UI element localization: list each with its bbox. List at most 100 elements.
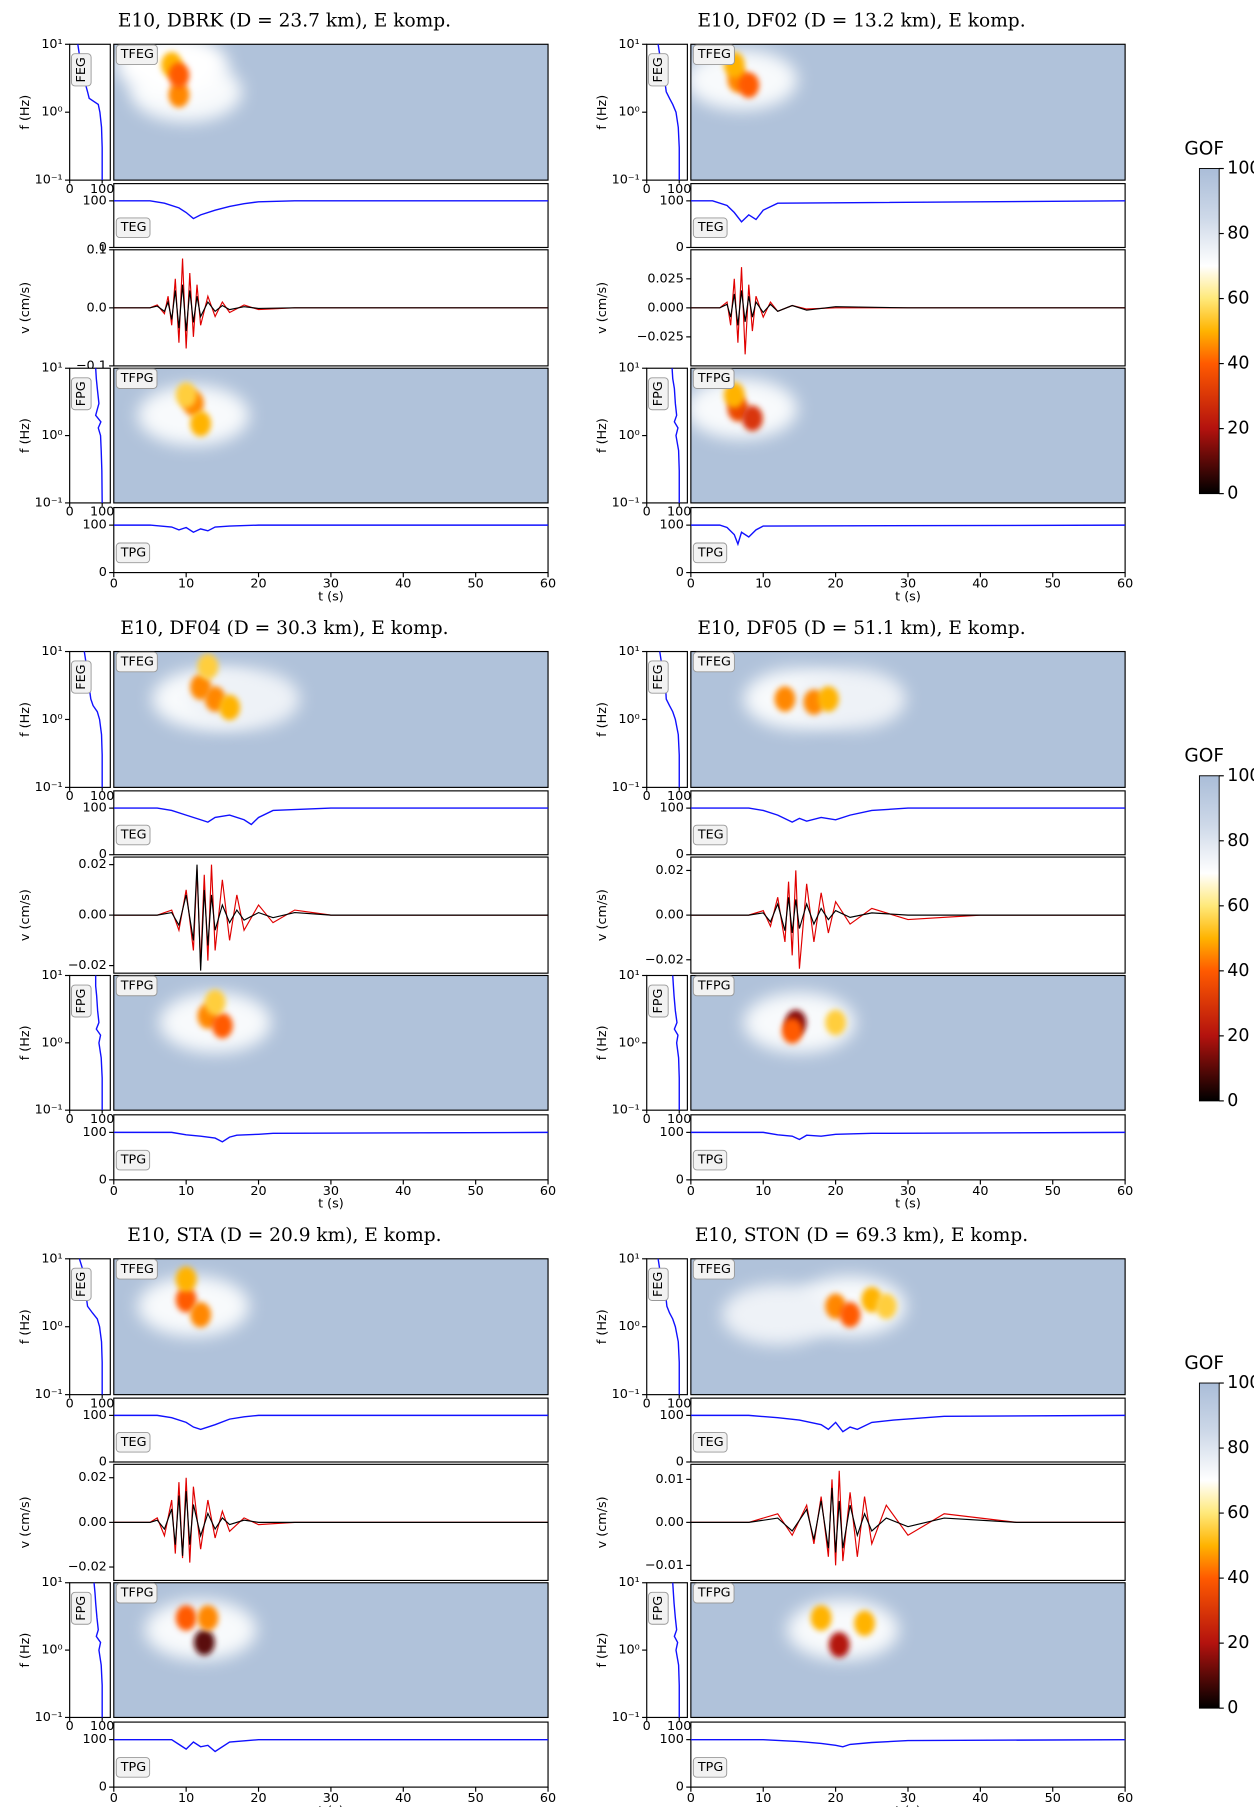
x-axis-label: t (s) — [895, 1197, 921, 1212]
x-axis-label: t (s) — [318, 589, 344, 604]
panel-title: E10, STON (D = 69.3 km), E komp. — [695, 1225, 1028, 1246]
label-box: TFEG — [115, 1258, 158, 1280]
axes-frame — [690, 790, 1126, 856]
y-axis-label: f (Hz) — [18, 95, 33, 130]
x-tick-label: 0 — [643, 182, 651, 197]
y-tick-label: 0.00 — [655, 1515, 683, 1530]
gof-cell — [211, 1012, 233, 1039]
frequency-gof-line — [93, 1582, 103, 1718]
y-tick-label: −0.02 — [645, 952, 684, 967]
y-tick-label: −0.025 — [637, 329, 684, 344]
colorbar-tick-label: 40 — [1227, 961, 1249, 981]
x-tick-label: 0 — [66, 1112, 74, 1127]
label-frame — [115, 542, 151, 564]
y-tick-label: 10⁻¹ — [35, 173, 63, 188]
panel-label: FEG — [74, 1272, 89, 1297]
y-tick-label: −0.01 — [645, 1558, 684, 1573]
label-frame — [692, 824, 728, 846]
label-frame — [70, 377, 92, 411]
label-frame — [115, 1258, 158, 1280]
gof-cell — [810, 1605, 832, 1631]
label-box: TPG — [115, 1757, 151, 1778]
seismogram — [113, 258, 549, 349]
colorbar-tick-label: 60 — [1227, 1503, 1249, 1523]
label-frame — [115, 1582, 158, 1604]
label-frame — [115, 824, 151, 846]
gof-cell — [738, 72, 760, 98]
colorbar-tick-label: 40 — [1227, 354, 1249, 374]
label-frame — [692, 44, 735, 66]
label-box: TPG — [692, 1757, 728, 1778]
x-axis-label: t (s) — [318, 1804, 344, 1807]
frequency-gof-line — [94, 368, 103, 503]
y-tick-label: 10⁰ — [618, 1035, 639, 1050]
x-tick-label: 100 — [90, 789, 114, 804]
panel-title: E10, DBRK (D = 23.7 km), E komp. — [118, 11, 451, 32]
x-tick-label: 50 — [468, 1791, 484, 1806]
colorbar-tick-label: 60 — [1227, 289, 1249, 309]
frequency-gof-line — [94, 975, 103, 1111]
panel-label: TFPG — [697, 978, 731, 993]
label-frame — [115, 44, 158, 66]
colorbar-tick-label: 20 — [1227, 419, 1249, 439]
panel-label: TFEG — [697, 654, 731, 669]
x-tick-label: 20 — [827, 577, 843, 592]
y-tick-label: 100 — [660, 518, 684, 533]
label-box: FPG — [70, 377, 92, 411]
y-tick-label: 0 — [99, 240, 107, 255]
y-tick-label: 100 — [82, 1125, 106, 1140]
panel-label: TPG — [120, 1153, 146, 1168]
velocity-trace — [690, 267, 1126, 355]
x-tick-label: 0 — [643, 1396, 651, 1411]
x-tick-label: 100 — [667, 505, 691, 520]
label-frame — [115, 217, 151, 239]
gof-cell — [168, 82, 190, 108]
label-frame — [692, 975, 735, 997]
y-axis-label: f (Hz) — [595, 1309, 610, 1344]
frequency-gof-line — [671, 368, 680, 503]
label-frame — [70, 1591, 92, 1625]
panel-label: TEG — [697, 1435, 724, 1450]
y-tick-label: 10⁰ — [618, 1643, 639, 1658]
label-box: TFPG — [692, 368, 735, 389]
time-gof-line — [690, 1131, 1126, 1141]
axes-frame — [113, 43, 549, 181]
time-gof-line — [113, 200, 549, 220]
x-tick-label: 40 — [395, 1184, 411, 1199]
label-box: TFEG — [692, 44, 735, 66]
y-tick-label: 0.0 — [87, 300, 107, 315]
velocity-trace — [690, 870, 1126, 969]
label-box: FPG — [648, 984, 669, 1018]
y-tick-label: 0 — [99, 1454, 107, 1469]
x-tick-label: 60 — [1117, 1184, 1133, 1199]
colorbar-tick-label: 80 — [1227, 1438, 1249, 1458]
y-tick-label: 0.02 — [78, 857, 106, 872]
y-tick-label: 10⁰ — [41, 1319, 62, 1334]
panel-label: FEG — [74, 57, 89, 82]
label-box: TEG — [692, 824, 728, 846]
label-box: TPG — [692, 542, 728, 564]
colorbar-tick-label: 20 — [1227, 1633, 1249, 1653]
gof-cell — [854, 1610, 876, 1637]
y-tick-label: 0.00 — [655, 908, 683, 923]
label-frame — [648, 1267, 669, 1301]
colorbar-tick-label: 100 — [1227, 1373, 1254, 1393]
panel-label: FEG — [74, 664, 89, 689]
seismogram — [690, 267, 1126, 355]
colorbar-scale — [1198, 1382, 1220, 1709]
panel: E10, DF05 (D = 51.1 km), E komp. 10¹ 10⁰ 10… — [595, 618, 1133, 1212]
spectrogram — [113, 1582, 549, 1718]
panel-label: FPG — [74, 989, 89, 1014]
y-tick-label: 10⁻¹ — [35, 1710, 63, 1725]
colorbar: GOF 0 20 40 60 80 100 — [1184, 138, 1254, 503]
time-gof-line — [113, 1738, 549, 1753]
gof-cell — [175, 1605, 197, 1631]
label-frame — [692, 1582, 735, 1604]
x-tick-label: 0 — [687, 577, 695, 592]
axes-frame — [690, 43, 1126, 181]
colorbar-tick-label: 20 — [1227, 1026, 1249, 1046]
gof-cell — [828, 1631, 850, 1658]
colorbar-label: GOF — [1184, 1353, 1224, 1374]
panel-label: FPG — [651, 1596, 666, 1621]
